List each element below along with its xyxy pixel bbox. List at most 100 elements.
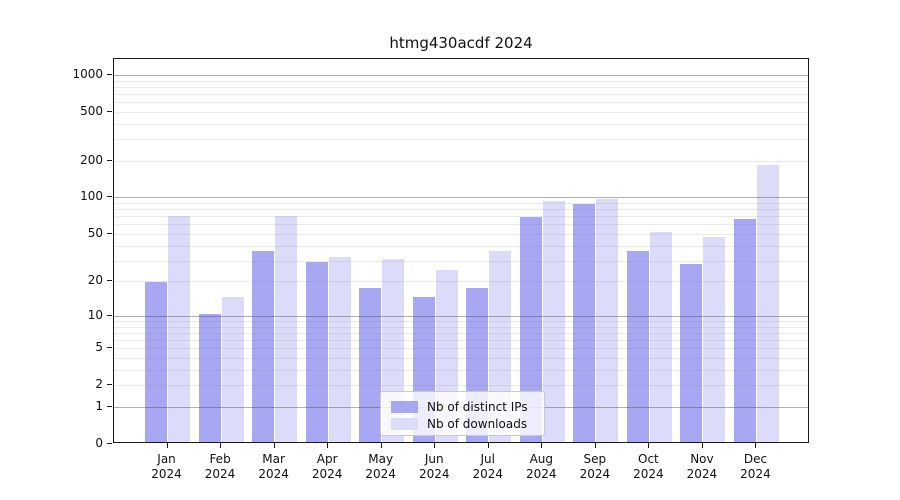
gridline-minor xyxy=(114,86,808,88)
bar-ips-jan xyxy=(145,281,168,442)
x-tick-label: May 2024 xyxy=(365,452,396,481)
y-tick xyxy=(107,159,112,161)
gridline-minor xyxy=(114,102,808,104)
gridline-minor xyxy=(114,111,808,113)
gridline-minor xyxy=(114,93,808,95)
chart-title: htmg430acdf 2024 xyxy=(389,34,533,52)
bar-ips-sep xyxy=(573,204,596,442)
x-tick xyxy=(434,443,436,448)
x-tick xyxy=(487,443,489,448)
gridline-minor xyxy=(114,321,808,322)
x-tick xyxy=(755,443,757,448)
gridline-minor xyxy=(114,209,808,211)
gridline-minor xyxy=(114,348,808,350)
gridline-minor xyxy=(114,233,808,235)
bar-downloads-nov xyxy=(703,237,726,442)
x-tick xyxy=(648,443,650,448)
y-tick-label: 20 xyxy=(87,273,103,288)
x-tick-label: Nov 2024 xyxy=(686,452,718,481)
bar-downloads-jan xyxy=(168,215,191,442)
legend-label: Nb of downloads xyxy=(427,417,528,431)
x-tick xyxy=(327,443,329,448)
x-tick-label: Feb 2024 xyxy=(204,452,236,481)
bar-downloads-dec xyxy=(756,164,779,442)
y-tick-label: 5 xyxy=(95,340,103,355)
y-tick xyxy=(107,280,112,282)
bar-ips-nov xyxy=(680,264,703,442)
legend-label: Nb of distinct IPs xyxy=(427,400,528,414)
x-tick-label: Sep 2024 xyxy=(579,452,611,481)
x-tick xyxy=(594,443,596,448)
gridline-minor xyxy=(114,216,808,218)
bar-ips-mar xyxy=(252,250,275,442)
legend-row: Nb of downloads xyxy=(391,416,534,432)
x-tick-label: Jan 2024 xyxy=(151,452,182,481)
x-tick xyxy=(273,443,275,448)
y-tick xyxy=(107,196,112,198)
y-tick xyxy=(107,232,112,234)
gridline-minor xyxy=(114,123,808,125)
y-tick xyxy=(107,347,112,349)
x-tick-label: Dec 2024 xyxy=(740,452,771,481)
x-tick xyxy=(701,443,703,448)
gridline-minor xyxy=(114,245,808,247)
gridline-minor xyxy=(114,260,808,262)
gridline-minor xyxy=(114,139,808,141)
bar-downloads-feb xyxy=(221,297,244,442)
y-tick xyxy=(107,73,112,75)
x-tick-label: Mar 2024 xyxy=(258,452,289,481)
gridline-minor xyxy=(114,369,808,371)
bar-downloads-oct xyxy=(649,231,672,442)
x-tick-label: Apr 2024 xyxy=(311,452,343,481)
bar-downloads-apr xyxy=(328,256,351,442)
y-tick xyxy=(107,384,112,386)
y-tick-label: 0 xyxy=(95,436,103,450)
y-tick-label: 50 xyxy=(87,225,103,240)
x-tick xyxy=(220,443,222,448)
gridline-minor xyxy=(114,160,808,162)
bar-ips-aug xyxy=(519,217,542,442)
y-tick-label: 2 xyxy=(95,377,103,392)
y-tick-label: 100 xyxy=(80,189,103,204)
gridline-minor xyxy=(114,281,808,283)
y-tick-label: 1000 xyxy=(72,66,103,81)
bar-downloads-aug xyxy=(542,201,565,442)
bar-ips-may xyxy=(359,287,382,442)
gridline-minor xyxy=(114,358,808,360)
y-tick-label: 500 xyxy=(80,103,103,118)
gridline-minor xyxy=(114,332,808,334)
legend: Nb of distinct IPs Nb of downloads xyxy=(380,391,545,436)
gridline-minor xyxy=(114,203,808,205)
plot-area xyxy=(113,58,809,443)
gridline-minor xyxy=(114,340,808,342)
x-tick xyxy=(380,443,382,448)
y-tick xyxy=(107,110,112,112)
y-tick-label: 10 xyxy=(87,307,103,322)
x-tick-label: Oct 2024 xyxy=(633,452,664,481)
gridline-major xyxy=(114,197,808,199)
gridline-minor xyxy=(114,80,808,82)
gridline-minor xyxy=(114,385,808,387)
y-tick xyxy=(107,314,112,316)
y-tick-label: 1 xyxy=(95,398,103,413)
x-tick xyxy=(166,443,168,448)
bar-ips-oct xyxy=(626,250,649,442)
x-tick-label: Aug 2024 xyxy=(526,452,557,481)
bar-ips-feb xyxy=(198,313,221,442)
gridline-minor xyxy=(114,326,808,328)
gridline-major xyxy=(114,74,808,76)
x-tick-label: Jul 2024 xyxy=(472,452,504,481)
y-tick xyxy=(107,405,112,407)
gridline-major xyxy=(114,315,808,317)
legend-swatch-downloads xyxy=(391,418,418,430)
legend-row: Nb of distinct IPs xyxy=(391,399,534,415)
x-tick xyxy=(541,443,543,448)
bar-downloads-mar xyxy=(275,215,298,442)
gridline-minor xyxy=(114,224,808,226)
bar-downloads-sep xyxy=(596,199,619,442)
y-tick-label: 200 xyxy=(80,152,103,167)
bar-ips-apr xyxy=(305,262,328,442)
legend-swatch-distinct-ips xyxy=(391,401,418,413)
y-tick xyxy=(107,443,112,444)
